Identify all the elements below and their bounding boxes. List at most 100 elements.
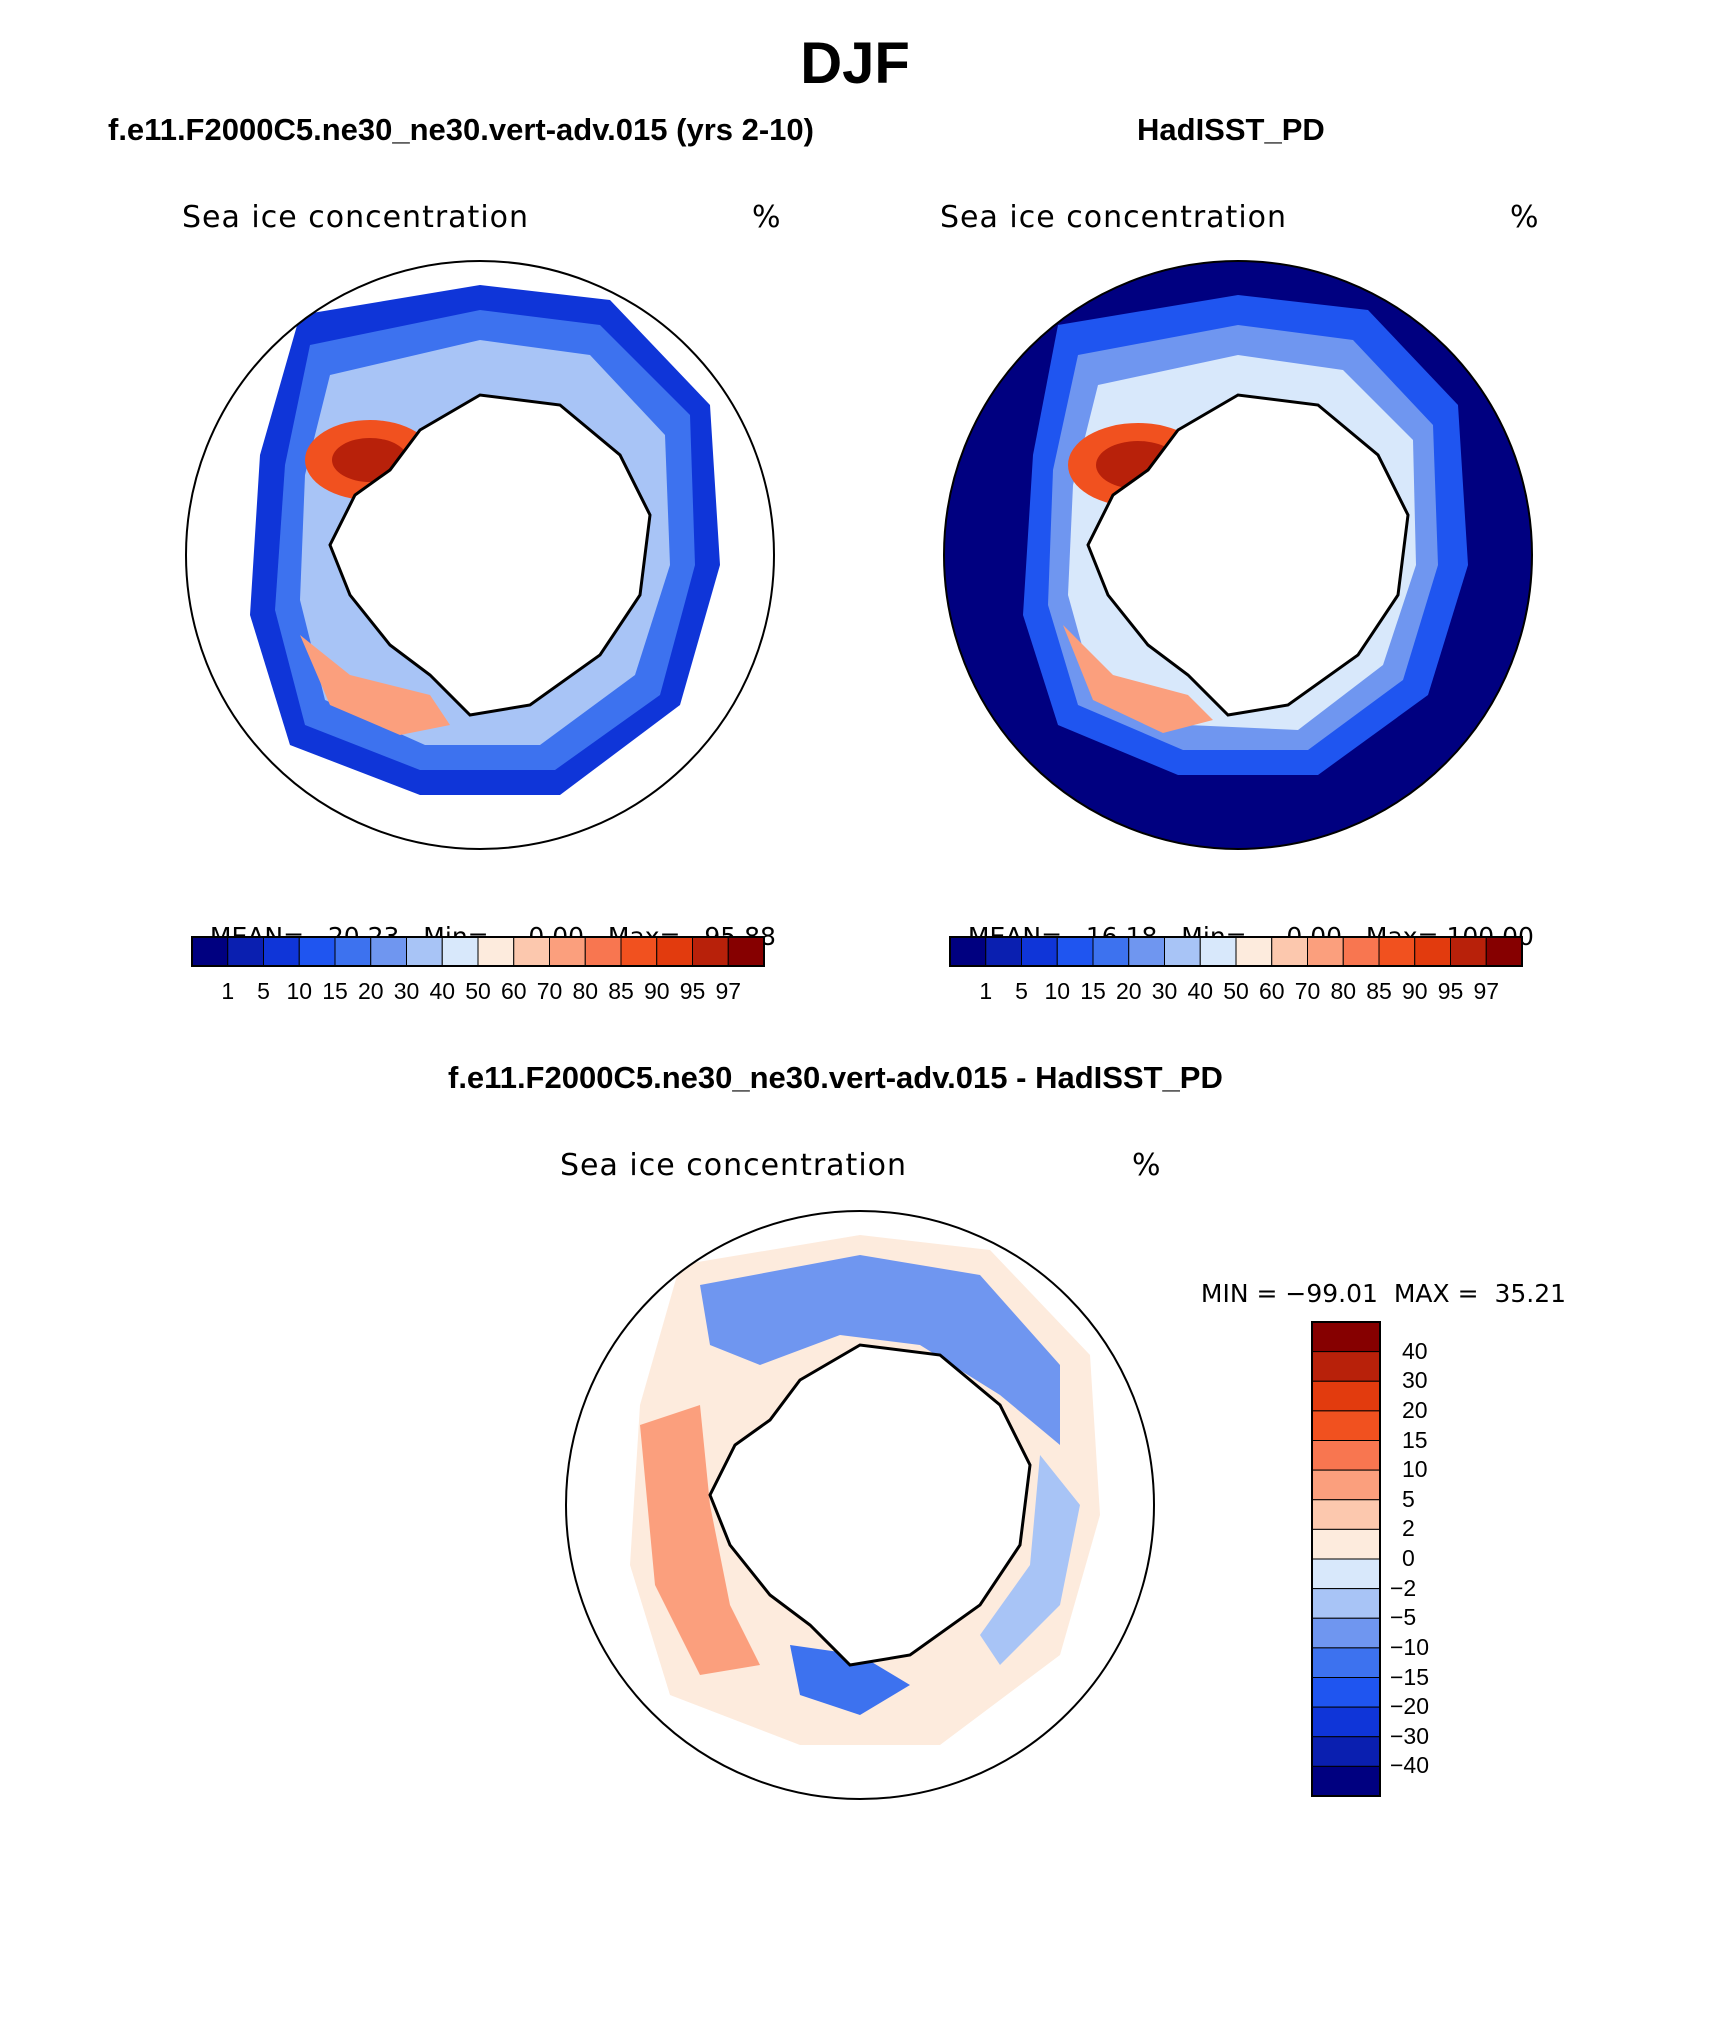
antarctica-landmass [328,393,652,717]
colorbar-tick-label: −15 [1390,1663,1430,1690]
colorbar-tick-label: 10 [1402,1456,1428,1483]
panel1-units: % [752,200,782,235]
colorbar-swatch [191,936,229,967]
colorbar-swatch [1450,936,1487,967]
panel1-colorbar [191,936,765,967]
colorbar-swatch [1311,1440,1381,1471]
panel2-map [943,260,1533,850]
panel2-colorbar [949,936,1523,967]
colorbar-swatch [1311,1558,1381,1590]
colorbar-swatch [985,936,1022,967]
map-border [185,260,775,850]
max-value: 35.21 [1494,1279,1567,1308]
colorbar-tick-label: 0 [1402,1545,1415,1571]
colorbar-border [191,936,765,967]
panel2-variable: Sea ice concentration [940,200,1288,235]
colorbar-tick-label: 70 [536,978,563,1004]
colorbar-swatch [1311,1351,1381,1382]
colorbar-swatch [1311,1677,1381,1708]
figure-title: DJF [800,31,910,96]
colorbar-tick-label: −30 [1390,1722,1430,1749]
panel3-colorbar-labels: 40 30 20 15 10 5 2 0 −2 −5 −10 −15 −20 −30 −40 [1390,1322,1470,1796]
colorbar-swatch [1164,936,1201,967]
colorbar-tick-label: 15 [1080,978,1106,1004]
colorbar-tick-label: 30 [1151,978,1178,1004]
colorbar-tick-label: 50 [1223,978,1249,1004]
colorbar-swatch [513,936,550,967]
panel2-title: HadISST_PD [1137,112,1325,147]
colorbar-tick-label: 95 [1437,978,1464,1004]
colorbar-swatch [584,936,622,967]
colorbar-tick-label: 2 [1402,1515,1415,1542]
colorbar-tick-label: 85 [608,978,634,1004]
colorbar-swatch [1199,936,1237,967]
colorbar-tick-label: 70 [1294,978,1321,1004]
colorbar-swatch [1092,936,1130,967]
colorbar-swatch [227,936,264,967]
panel3-colorbar [1311,1321,1381,1797]
colorbar-swatch [370,936,407,967]
colorbar-tick-label: 80 [572,978,599,1004]
min-label: MIN = [1200,1279,1278,1308]
colorbar-swatch [656,936,693,967]
colorbar-tick-label: 40 [1402,1337,1428,1364]
antarctica-landmass [708,1343,1032,1667]
colorbar-swatch [1021,936,1058,967]
diff-negative-north [700,1255,1060,1445]
colorbar-tick-label: 10 [1044,978,1071,1004]
colorbar-tick-label: −10 [1390,1633,1430,1660]
colorbar-swatch [1485,936,1523,967]
panel1-colorbar-labels: 1 5 10 15 20 30 40 50 60 70 80 85 90 95 97 [192,978,764,1008]
colorbar-swatch [441,936,479,967]
colorbar-swatch [549,936,586,967]
colorbar-tick-label: 60 [500,978,527,1004]
colorbar-tick-label: 5 [1015,978,1028,1004]
colorbar-swatch [1414,936,1451,967]
colorbar-swatch [1311,1736,1381,1767]
antarctica-landmass [1086,393,1410,717]
colorbar-tick-label: 15 [1402,1426,1428,1453]
colorbar-swatch [1311,1617,1381,1649]
colorbar-tick-label: 5 [1402,1485,1415,1512]
colorbar-swatch [1056,936,1094,967]
colorbar-swatch [1311,1765,1381,1797]
colorbar-swatch [692,936,729,967]
map-border [565,1210,1155,1800]
panel3-units: % [1132,1148,1162,1183]
colorbar-swatch [406,936,443,967]
colorbar-tick-label: 90 [643,978,670,1004]
map-border [943,260,1533,850]
colorbar-tick-label: 20 [357,978,384,1004]
colorbar-tick-label: 90 [1401,978,1428,1004]
panel1-map [185,260,775,850]
colorbar-tick-label: 1 [221,978,235,1004]
colorbar-swatch [1311,1469,1381,1501]
colorbar-swatch [1311,1647,1381,1678]
colorbar-tick-label: −5 [1390,1604,1417,1631]
colorbar-swatch [620,936,658,967]
colorbar-swatch [1311,1321,1381,1353]
diff-negative-ross [790,1645,910,1715]
colorbar-swatch [1128,936,1165,967]
colorbar-swatch [1235,936,1273,967]
colorbar-swatch [1271,936,1308,967]
colorbar-border [1311,1321,1381,1797]
colorbar-tick-label: 85 [1366,978,1392,1004]
colorbar-tick-label: 50 [465,978,491,1004]
colorbar-swatch [263,936,300,967]
panel1-title: f.e11.F2000C5.ne30_ne30.vert-adv.015 (yr… [108,112,814,147]
colorbar-swatch [1311,1528,1381,1560]
colorbar-tick-label: 40 [429,978,456,1004]
colorbar-tick-label: 5 [257,978,270,1004]
colorbar-tick-label: 15 [322,978,348,1004]
max-label: MAX = [1393,1279,1479,1308]
panel2-colorbar-labels: 1 5 10 15 20 30 40 50 60 70 80 85 90 95 97 [950,978,1522,1008]
ross-ice-high [300,635,450,735]
colorbar-tick-label: 60 [1258,978,1285,1004]
min-value: −99.01 [1285,1279,1378,1308]
colorbar-tick-label: −2 [1390,1574,1417,1601]
panel3-variable: Sea ice concentration [560,1148,908,1183]
colorbar-swatch [1311,1410,1381,1441]
panel3-title: f.e11.F2000C5.ne30_ne30.vert-adv.015 - H… [448,1060,1223,1095]
colorbar-tick-label: 80 [1330,978,1357,1004]
